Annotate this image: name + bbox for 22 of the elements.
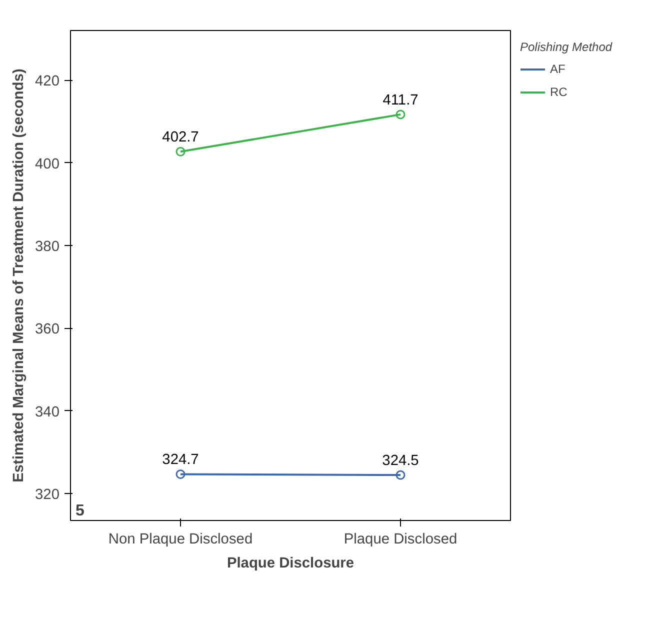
y-tick-label: 380 (35, 239, 60, 256)
legend-label: RC (550, 85, 568, 99)
legend-label: AF (550, 62, 566, 76)
x-tick-label: Plaque Disclosed (344, 532, 458, 548)
x-tick-label: Non Plaque Disclosed (108, 532, 253, 548)
point (396, 470, 406, 480)
data-label: 324.5 (382, 453, 419, 470)
data-label: 411.7 (382, 92, 418, 108)
y-tick-label: 320 (35, 487, 60, 504)
data-label: 324.7 (162, 452, 199, 468)
y-tick-label: 420 (35, 74, 60, 90)
point (176, 469, 186, 479)
x-axis-title: Plaque Disclosure (226, 556, 354, 572)
annotation: 5 (76, 502, 84, 520)
y-tick-label: 400 (35, 156, 60, 172)
y-tick-label: 360 (35, 322, 60, 338)
y-axis-title: Estimated Marginal Means of Treatment Duration (seconds) (11, 68, 28, 482)
data-label: 402.7 (162, 130, 199, 146)
legend-title: Polishing Method (520, 40, 612, 54)
y-tick-label: 340 (35, 404, 60, 420)
point (396, 110, 406, 120)
point (176, 146, 186, 156)
